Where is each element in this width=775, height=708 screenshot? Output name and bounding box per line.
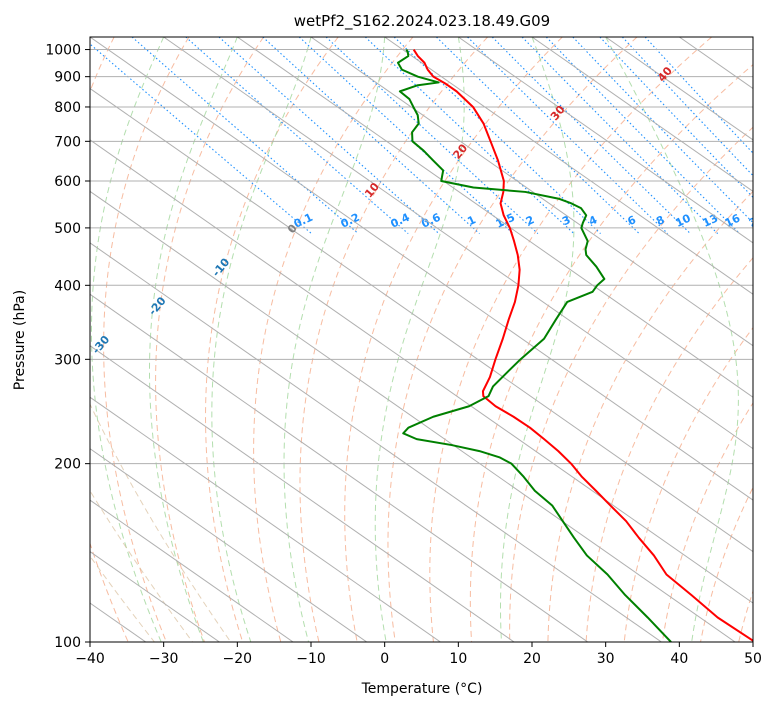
x-tick-label: −20 — [223, 651, 253, 667]
y-tick-label: 1000 — [45, 43, 81, 59]
x-axis-label: Temperature (°C) — [361, 681, 483, 697]
isotherm-line — [90, 293, 589, 642]
isotherm-line — [237, 37, 753, 398]
x-tick-label: −30 — [149, 651, 179, 667]
dry-adiabat-line — [509, 126, 753, 642]
y-tick-label: 400 — [54, 278, 81, 294]
mixing-ratio-line — [436, 37, 640, 235]
dry-adiabat-line — [469, 64, 753, 642]
dry-adiabat-line — [205, 37, 339, 642]
x-tick-label: 30 — [597, 651, 615, 667]
isotherm-line — [90, 345, 515, 642]
isotherm-line — [163, 37, 753, 450]
x-tick-label: 40 — [670, 651, 688, 667]
moist-adiabat-line — [605, 37, 739, 642]
isotherm-line — [90, 87, 753, 553]
y-tick-label: 300 — [54, 352, 81, 368]
x-tick-label: −40 — [75, 651, 105, 667]
dry-adiabat-line — [253, 37, 414, 642]
isotherm-line — [384, 37, 753, 295]
isotherm-gridlines — [90, 37, 753, 642]
temperature-profile-line — [412, 49, 753, 642]
y-tick-label: 700 — [54, 134, 81, 150]
mixing-ratio-line — [599, 37, 753, 199]
dry-adiabat-line — [429, 37, 713, 642]
mixing-ratio-line — [545, 37, 741, 235]
x-tick-label: 20 — [523, 651, 541, 667]
y-tick-label: 800 — [54, 100, 81, 116]
dry-adiabat-line — [103, 37, 190, 642]
moist-adiabat-line — [283, 37, 386, 642]
y-tick-label: 200 — [54, 457, 81, 473]
mixing-ratio-line — [298, 37, 514, 235]
x-axis-ticks: −40 −30 −20 −10 0 10 20 30 40 50 — [75, 642, 762, 667]
x-tick-label: 0 — [380, 651, 389, 667]
isotherm-line — [90, 242, 662, 642]
mixing-ratio-line — [572, 37, 753, 224]
mixing-ratio-line — [218, 37, 440, 235]
isotherm-line — [531, 37, 753, 192]
moist-adiabat-line — [149, 37, 238, 642]
mixing-ratio-label: 10 — [673, 211, 693, 229]
isotherm-line — [458, 37, 753, 244]
mixing-ratio-label: 20 — [747, 211, 767, 229]
isotherm-line — [90, 396, 441, 642]
y-axis-label: Pressure (hPa) — [12, 290, 28, 390]
mixing-ratio-line — [262, 37, 480, 235]
dry-adiabat-line — [547, 190, 753, 642]
chart-title: wetPf2_S162.2024.023.18.49.G09 — [294, 12, 550, 31]
isotherm-line — [310, 37, 753, 347]
dry-adiabats — [90, 37, 753, 642]
dry-adiabat-line — [387, 37, 638, 642]
isotherm-line — [90, 37, 753, 501]
dry-adiabat-line — [155, 37, 264, 642]
isotherm-line — [605, 37, 753, 141]
y-tick-label: 100 — [54, 635, 81, 651]
plot-frame — [89, 36, 754, 643]
mixing-ratio-line — [644, 37, 753, 154]
moist-adiabat-line — [374, 37, 465, 642]
y-tick-label: 500 — [54, 221, 81, 237]
dry-adiabat-line — [623, 326, 753, 642]
x-tick-label: 10 — [449, 651, 467, 667]
dry-adiabat-line — [299, 37, 488, 642]
x-tick-label: 50 — [744, 651, 762, 667]
isotherm-line — [90, 499, 294, 642]
dry-adiabat-line — [585, 257, 753, 642]
y-axis-ticks: 100 200 300 400 500 600 700 800 900 1000 — [45, 43, 90, 651]
isotherm-line — [90, 139, 753, 604]
mixing-ratio-line — [491, 37, 691, 235]
moist-adiabat-line — [90, 37, 165, 642]
moist-adiabat-line — [499, 37, 575, 642]
dewpoint-profile-line — [396, 49, 672, 642]
x-tick-label: −10 — [296, 651, 326, 667]
isotherm-line — [90, 448, 368, 642]
y-tick-label: 600 — [54, 174, 81, 190]
plot-area: 0.10.20.40.611.52346810131620253036 -100… — [90, 37, 767, 642]
isotherm-line — [90, 190, 736, 642]
dry-adiabat-line — [661, 402, 753, 642]
dry-adiabat-line — [344, 37, 563, 642]
mixing-ratio-line — [185, 37, 409, 235]
sounding-series — [396, 49, 753, 642]
y-tick-label: 900 — [54, 70, 81, 86]
